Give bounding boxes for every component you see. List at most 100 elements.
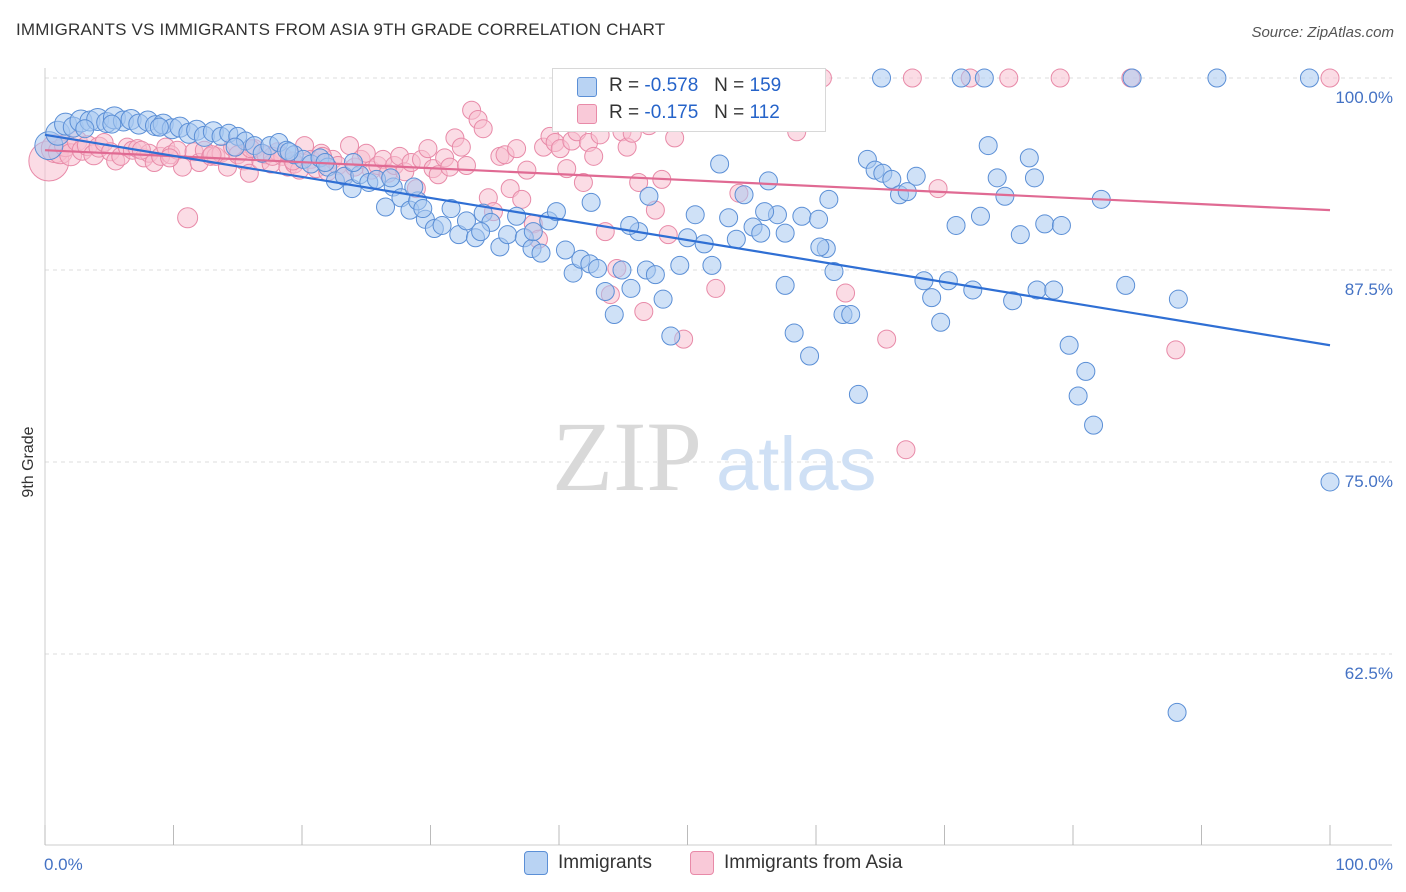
legend-n-label: N = <box>714 75 745 96</box>
immigrants-point <box>376 197 396 217</box>
immigrants-point <box>809 209 829 229</box>
watermark-zip: ZIP <box>552 401 702 512</box>
immigrants-point <box>546 202 566 222</box>
immigrants-point <box>841 305 861 325</box>
immigrants-point <box>670 255 690 275</box>
immigrants-point <box>1044 280 1064 300</box>
asia-point <box>706 278 726 298</box>
immigrants-point <box>456 211 476 231</box>
immigrants-point <box>612 260 632 280</box>
immigrants-point <box>149 117 169 137</box>
asia-point <box>557 159 577 179</box>
asia-point <box>658 225 678 245</box>
bottom-legend-immigrants[interactable]: Immigrants <box>524 851 652 875</box>
legend-label-immigrants: Immigrants <box>558 852 652 874</box>
legend-r-label: R = <box>609 75 640 96</box>
immigrants-point <box>1122 68 1142 88</box>
immigrants-point <box>225 137 245 157</box>
legend-r-value: -0.175 <box>644 102 699 123</box>
asia-point <box>928 179 948 199</box>
asia-point <box>896 440 916 460</box>
correlation-legend: R = -0.578 N = 159 R = -0.175 N = 112 <box>552 68 826 132</box>
immigrants-point <box>621 278 641 298</box>
immigrants-point <box>882 169 902 189</box>
immigrants-point <box>951 68 971 88</box>
immigrants-point <box>792 206 812 226</box>
immigrants-point <box>1076 361 1096 381</box>
immigrants-point <box>751 223 771 243</box>
immigrants-point <box>604 305 624 325</box>
legend-n-value: 112 <box>749 102 780 123</box>
y-tick-label: 100.0% <box>1335 88 1393 107</box>
immigrants-point <box>906 166 926 186</box>
immigrants-point <box>719 208 739 228</box>
immigrants-point <box>1010 225 1030 245</box>
immigrants-point <box>1003 291 1023 311</box>
immigrants-point <box>1068 386 1088 406</box>
immigrants-point <box>471 222 491 242</box>
immigrants-point <box>645 265 665 285</box>
immigrants-point <box>848 384 868 404</box>
y-axis-label: 9th Grade <box>20 426 37 497</box>
immigrants-point <box>1051 215 1071 235</box>
immigrants-point <box>970 206 990 226</box>
immigrants-point <box>432 215 452 235</box>
asia-point <box>451 137 471 157</box>
asia-point <box>473 119 493 139</box>
immigrants-point <box>978 136 998 156</box>
immigrants-point <box>588 258 608 278</box>
legend-swatch-asia <box>690 851 714 875</box>
legend-n-label: N = <box>714 102 745 123</box>
immigrants-point <box>1084 415 1104 435</box>
watermark: ZIP atlas <box>552 401 877 512</box>
immigrants-point <box>498 225 518 245</box>
immigrants-point <box>758 171 778 191</box>
immigrants-point <box>702 255 722 275</box>
immigrants-point <box>1019 148 1039 168</box>
immigrants-point <box>381 168 401 188</box>
asia-point <box>418 139 438 159</box>
immigrants-point <box>872 68 892 88</box>
asia-point <box>1320 68 1340 88</box>
immigrants-point <box>581 192 601 212</box>
source-label: Source: ZipAtlas.com <box>1251 24 1394 41</box>
immigrants-point <box>595 282 615 302</box>
immigrants-point <box>824 262 844 282</box>
y-tick-label: 62.5% <box>1345 664 1393 683</box>
immigrants-point <box>810 237 830 257</box>
asia-point <box>999 68 1019 88</box>
bottom-legend-asia[interactable]: Immigrants from Asia <box>690 851 902 875</box>
immigrants-point <box>775 275 795 295</box>
immigrants-point <box>775 223 795 243</box>
immigrants-point <box>678 228 697 248</box>
immigrants-point <box>963 280 983 300</box>
x-tick-label-max: 100.0% <box>1335 855 1393 874</box>
immigrants-point <box>661 326 681 346</box>
watermark-atlas: atlas <box>716 422 877 507</box>
immigrants-point <box>974 68 994 88</box>
asia-point <box>836 283 856 303</box>
asia-point <box>877 329 897 349</box>
immigrants-point <box>987 168 1007 188</box>
immigrants-point <box>639 186 659 206</box>
immigrants-point <box>784 323 804 343</box>
immigrants-point <box>710 154 730 174</box>
immigrants-point <box>75 119 95 139</box>
legend-n-value: 159 <box>749 75 782 96</box>
immigrants-point <box>1168 289 1188 309</box>
immigrants-point <box>653 289 673 309</box>
y-tick-label: 87.5% <box>1345 280 1393 299</box>
x-tick-label-min: 0.0% <box>44 855 83 874</box>
legend-swatch-asia <box>577 104 597 124</box>
legend-r-label: R = <box>609 102 640 123</box>
immigrants-point <box>755 202 775 222</box>
immigrants-point <box>1167 702 1187 722</box>
immigrants-point <box>946 215 966 235</box>
immigrants-point <box>102 114 122 134</box>
series-immigrants-points <box>34 68 1340 722</box>
asia-point <box>440 157 460 177</box>
immigrants-point <box>726 229 746 249</box>
asia-point <box>177 207 199 229</box>
immigrants-point <box>819 189 839 209</box>
immigrants-point <box>279 142 299 162</box>
